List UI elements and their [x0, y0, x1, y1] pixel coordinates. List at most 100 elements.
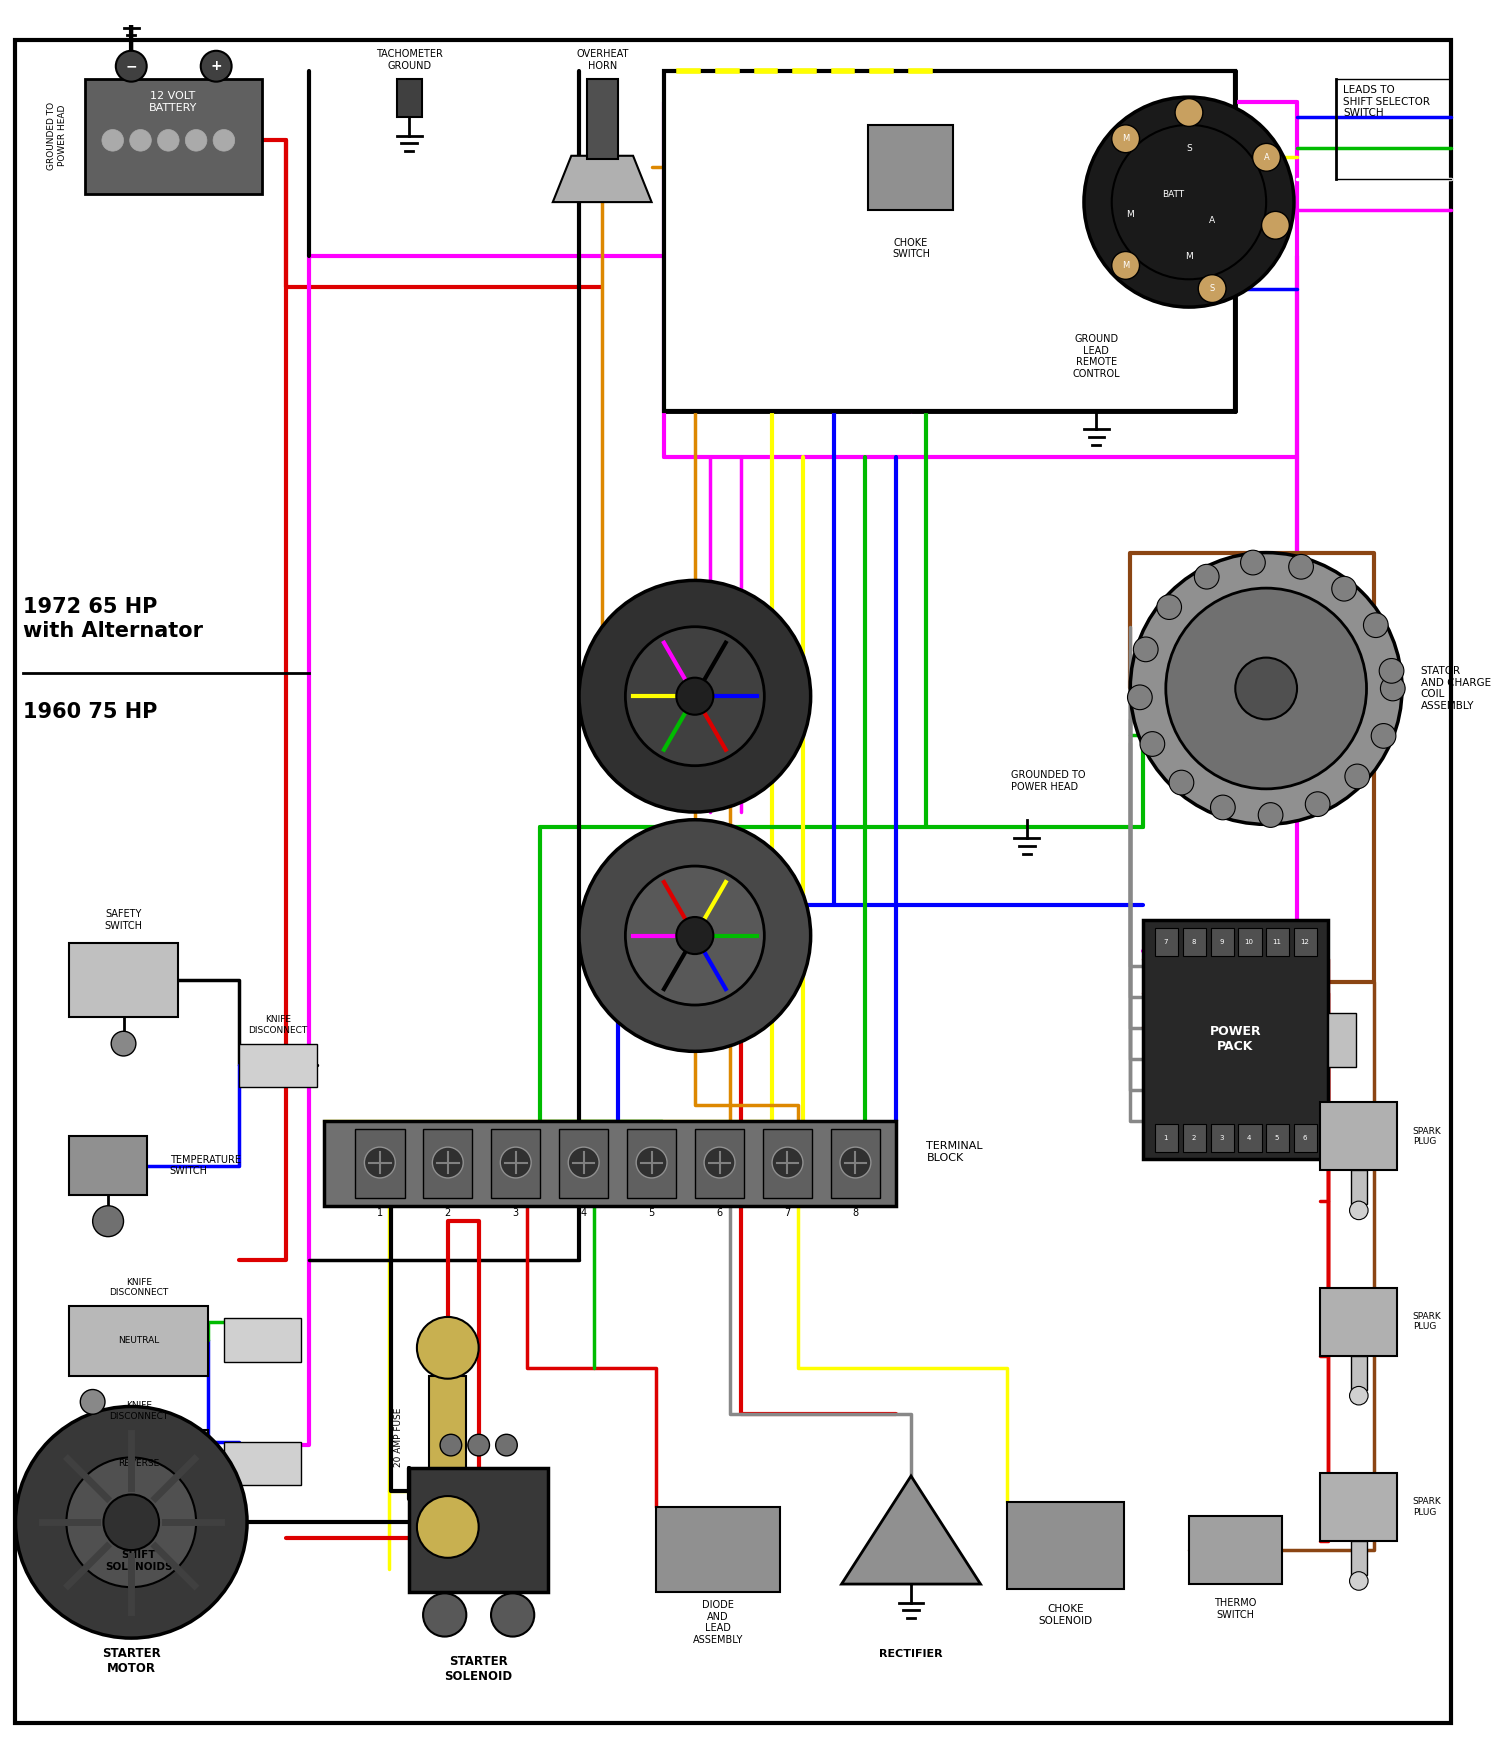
- Polygon shape: [842, 1476, 981, 1585]
- Circle shape: [1134, 636, 1158, 661]
- Circle shape: [468, 1435, 489, 1456]
- Text: +: +: [210, 60, 222, 74]
- Text: STATOR
AND CHARGE
COIL
ASSEMBLY: STATOR AND CHARGE COIL ASSEMBLY: [1420, 666, 1491, 710]
- Circle shape: [440, 1435, 462, 1456]
- Bar: [1210, 1125, 1233, 1151]
- Text: STARTER
MOTOR: STARTER MOTOR: [102, 1647, 160, 1675]
- Text: OVERHEAT
HORN: OVERHEAT HORN: [576, 49, 628, 71]
- Text: 1972 65 HP
with Alternator: 1972 65 HP with Alternator: [22, 598, 202, 640]
- Text: 1: 1: [1164, 1135, 1168, 1141]
- Bar: [224, 1442, 302, 1484]
- Text: KNIFE
DISCONNECT: KNIFE DISCONNECT: [249, 1015, 308, 1035]
- Circle shape: [1210, 795, 1234, 820]
- Circle shape: [1156, 594, 1182, 619]
- Bar: [1294, 927, 1317, 956]
- Text: NEUTRAL: NEUTRAL: [118, 1336, 159, 1345]
- Circle shape: [1371, 723, 1396, 748]
- Text: 12: 12: [1300, 938, 1310, 945]
- Text: 12 VOLT
BATTERY: 12 VOLT BATTERY: [148, 92, 196, 113]
- Circle shape: [1332, 577, 1356, 601]
- Text: GROUNDED TO
POWER HEAD: GROUNDED TO POWER HEAD: [48, 102, 68, 169]
- Bar: [86, 79, 262, 194]
- Bar: [1294, 1125, 1317, 1151]
- Bar: [627, 1128, 676, 1199]
- Text: 3: 3: [1220, 1135, 1224, 1141]
- Text: GROUNDED TO
POWER HEAD: GROUNDED TO POWER HEAD: [1011, 770, 1086, 792]
- Circle shape: [15, 1407, 248, 1638]
- Text: 5: 5: [1275, 1135, 1280, 1141]
- Text: 2: 2: [444, 1208, 452, 1218]
- Circle shape: [1131, 552, 1402, 825]
- Circle shape: [1194, 564, 1219, 589]
- Circle shape: [1240, 550, 1266, 575]
- Circle shape: [1166, 589, 1366, 788]
- Text: −: −: [126, 60, 136, 74]
- Circle shape: [116, 51, 147, 81]
- Bar: [410, 1469, 548, 1592]
- Text: 6: 6: [1302, 1135, 1306, 1141]
- Text: SPARK
PLUG: SPARK PLUG: [1413, 1497, 1442, 1516]
- Text: 1: 1: [376, 1208, 382, 1218]
- Bar: [694, 1128, 744, 1199]
- Circle shape: [1380, 677, 1406, 702]
- Circle shape: [501, 1148, 531, 1178]
- Text: 4: 4: [580, 1208, 586, 1218]
- Circle shape: [1198, 275, 1225, 303]
- Circle shape: [417, 1317, 478, 1379]
- Circle shape: [93, 1206, 123, 1236]
- Circle shape: [1084, 97, 1294, 307]
- Text: TEMPERATURE
SWITCH: TEMPERATURE SWITCH: [170, 1155, 242, 1176]
- Circle shape: [1174, 99, 1203, 127]
- Text: 7: 7: [784, 1208, 790, 1218]
- Bar: [356, 1128, 405, 1199]
- Bar: [324, 1121, 896, 1206]
- Bar: [1155, 1125, 1178, 1151]
- Text: 20 AMP FUSE: 20 AMP FUSE: [394, 1407, 404, 1467]
- Text: M: M: [1185, 252, 1192, 261]
- Text: S: S: [1186, 143, 1192, 153]
- Circle shape: [1262, 212, 1290, 240]
- Bar: [224, 1319, 302, 1361]
- Bar: [423, 1128, 472, 1199]
- Circle shape: [626, 626, 765, 765]
- Text: DIODE
AND
LEAD
ASSEMBLY: DIODE AND LEAD ASSEMBLY: [693, 1601, 742, 1645]
- Circle shape: [490, 1594, 534, 1636]
- Text: POWER
PACK: POWER PACK: [1209, 1024, 1261, 1053]
- Bar: [69, 1306, 209, 1375]
- Bar: [664, 71, 1236, 411]
- Text: 11: 11: [1272, 938, 1281, 945]
- Bar: [490, 1128, 540, 1199]
- Circle shape: [1364, 614, 1388, 638]
- Bar: [586, 79, 618, 159]
- Circle shape: [704, 1148, 735, 1178]
- Circle shape: [1378, 659, 1404, 684]
- Circle shape: [1168, 770, 1194, 795]
- Text: STARTER
SOLENOID: STARTER SOLENOID: [444, 1655, 513, 1684]
- Circle shape: [158, 129, 178, 152]
- Text: 6: 6: [717, 1208, 723, 1218]
- Bar: [656, 1507, 780, 1592]
- Circle shape: [1258, 802, 1282, 827]
- Text: M: M: [1122, 134, 1130, 143]
- Circle shape: [186, 129, 207, 152]
- Bar: [831, 1128, 880, 1199]
- Bar: [1352, 1541, 1366, 1574]
- Bar: [1007, 1502, 1124, 1588]
- Circle shape: [1288, 554, 1314, 578]
- Circle shape: [1346, 763, 1370, 788]
- Bar: [1320, 1287, 1398, 1356]
- Bar: [1239, 927, 1262, 956]
- Bar: [764, 1128, 812, 1199]
- Bar: [240, 1044, 316, 1086]
- Text: TERMINAL
BLOCK: TERMINAL BLOCK: [927, 1141, 982, 1162]
- Circle shape: [111, 1031, 136, 1056]
- Circle shape: [1128, 686, 1152, 710]
- Text: LEADS TO
SHIFT SELECTOR
SWITCH: LEADS TO SHIFT SELECTOR SWITCH: [1344, 85, 1431, 118]
- Circle shape: [1350, 1571, 1368, 1590]
- Text: TACHOMETER
GROUND: TACHOMETER GROUND: [375, 49, 442, 71]
- Text: S: S: [1209, 284, 1215, 293]
- Circle shape: [579, 580, 810, 813]
- Circle shape: [213, 129, 234, 152]
- Circle shape: [364, 1148, 396, 1178]
- Text: A: A: [1209, 217, 1215, 226]
